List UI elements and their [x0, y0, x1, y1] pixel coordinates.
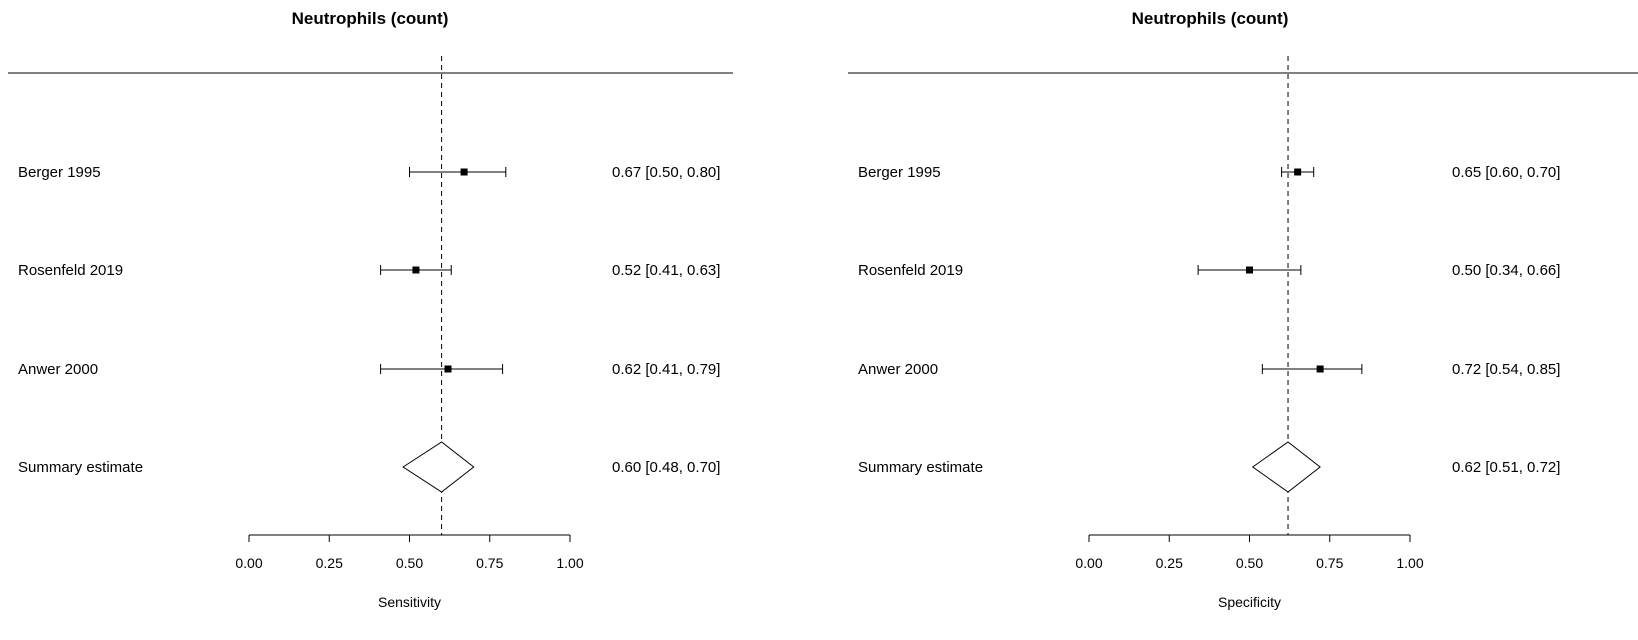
study-row: Berger 1995 0.67 [0.50, 0.80] [18, 164, 720, 181]
x-tick-label: 0.25 [1156, 555, 1183, 571]
estimate-label: 0.72 [0.54, 0.85] [1452, 361, 1560, 378]
study-row: Rosenfeld 2019 0.50 [0.34, 0.66] [858, 262, 1560, 279]
point-estimate [1316, 365, 1324, 373]
x-tick-label: 0.25 [316, 555, 343, 571]
point-estimate [412, 266, 420, 274]
chart-title: Neutrophils (count) [292, 9, 449, 28]
study-name: Berger 1995 [858, 164, 941, 181]
point-estimate [444, 365, 452, 373]
summary-diamond [1251, 441, 1321, 493]
study-name: Anwer 2000 [858, 361, 938, 378]
study-name: Rosenfeld 2019 [18, 262, 123, 279]
estimate-label: 0.50 [0.34, 0.66] [1452, 262, 1560, 279]
estimate-label: 0.52 [0.41, 0.63] [612, 262, 720, 279]
summary-name: Summary estimate [18, 459, 143, 476]
x-tick-label: 0.50 [1236, 555, 1263, 571]
summary-name: Summary estimate [858, 459, 983, 476]
estimate-label: 0.65 [0.60, 0.70] [1452, 164, 1560, 181]
x-tick-label: 0.00 [235, 555, 262, 571]
point-estimate [460, 168, 468, 176]
x-axis: 0.00 0.25 0.50 0.75 1.00 Specificity [1075, 534, 1424, 610]
point-estimate [1294, 168, 1302, 176]
study-row: Rosenfeld 2019 0.52 [0.41, 0.63] [18, 262, 720, 279]
forest-panel-sensitivity: Neutrophils (count) Berger 1995 0.67 [0.50… [8, 9, 733, 610]
summary-row: Summary estimate 0.62 [0.51, 0.72] [858, 441, 1560, 493]
x-tick-label: 0.75 [476, 555, 503, 571]
summary-diamond [402, 441, 475, 493]
x-tick-label: 1.00 [556, 555, 583, 571]
summary-label: 0.62 [0.51, 0.72] [1452, 459, 1560, 476]
x-tick-label: 0.75 [1316, 555, 1343, 571]
study-row: Anwer 2000 0.72 [0.54, 0.85] [858, 361, 1560, 378]
summary-row: Summary estimate 0.60 [0.48, 0.70] [18, 441, 720, 493]
x-tick-label: 1.00 [1396, 555, 1423, 571]
x-axis: 0.00 0.25 0.50 0.75 1.00 Sensitivity [235, 534, 584, 610]
study-name: Berger 1995 [18, 164, 101, 181]
x-axis-title: Specificity [1218, 594, 1281, 610]
forest-panel-specificity: Neutrophils (count) Berger 1995 0.65 [0.60… [848, 9, 1638, 610]
study-row: Anwer 2000 0.62 [0.41, 0.79] [18, 361, 720, 378]
x-axis-title: Sensitivity [378, 594, 441, 610]
x-tick-label: 0.00 [1075, 555, 1102, 571]
study-name: Rosenfeld 2019 [858, 262, 963, 279]
estimate-label: 0.62 [0.41, 0.79] [612, 361, 720, 378]
estimate-label: 0.67 [0.50, 0.80] [612, 164, 720, 181]
chart-title: Neutrophils (count) [1132, 9, 1289, 28]
study-row: Berger 1995 0.65 [0.60, 0.70] [858, 164, 1560, 181]
summary-label: 0.60 [0.48, 0.70] [612, 459, 720, 476]
x-tick-label: 0.50 [396, 555, 423, 571]
study-name: Anwer 2000 [18, 361, 98, 378]
point-estimate [1246, 266, 1253, 274]
